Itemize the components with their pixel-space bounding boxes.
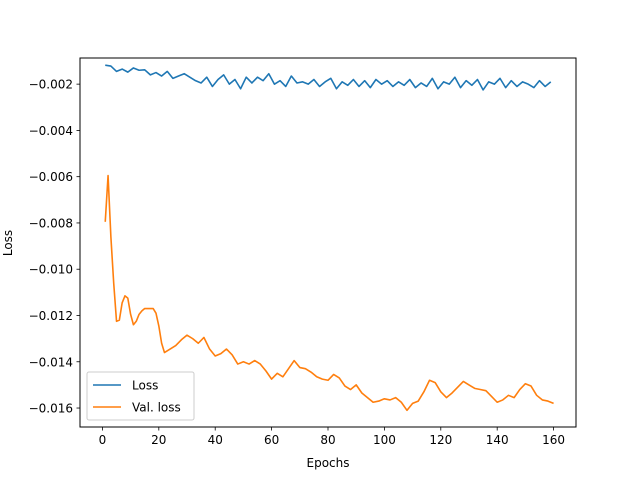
legend-label-loss: Loss [132,379,158,393]
series-line-val-loss [104,174,554,412]
y-tick-label: −0.014 [29,355,73,369]
y-tick-label: −0.006 [29,170,73,184]
x-tick-label: 100 [373,433,396,447]
legend-label-val-loss: Val. loss [132,401,181,415]
series-layer [104,64,554,412]
y-tick-label: −0.012 [29,309,73,323]
x-axis-label: Epochs [307,456,350,470]
series-line-loss [105,64,552,91]
x-tick-label: 20 [151,433,166,447]
y-tick-label: −0.010 [29,263,73,277]
legend: Loss Val. loss [86,371,195,421]
x-tick-label: 140 [486,433,509,447]
x-tick-label: 60 [264,433,279,447]
x-tick-label: 0 [99,433,107,447]
y-tick-label: −0.008 [29,216,73,230]
y-axis-ticks: −0.016 −0.014 −0.012 −0.010 −0.008 −0.006 −0.0… [29,78,80,416]
x-tick-label: 80 [320,433,335,447]
plot-frame [79,57,577,428]
legend-box [86,371,195,421]
y-axis-label: Loss [1,230,15,256]
x-tick-label: 160 [542,433,565,447]
y-tick-label: −0.004 [29,124,73,138]
x-tick-label: 120 [429,433,452,447]
x-axis-ticks: 0 20 40 60 80 100 120 140 160 [99,427,565,447]
y-tick-label: −0.002 [29,78,73,92]
y-tick-label: −0.016 [29,402,73,416]
x-tick-label: 40 [208,433,223,447]
